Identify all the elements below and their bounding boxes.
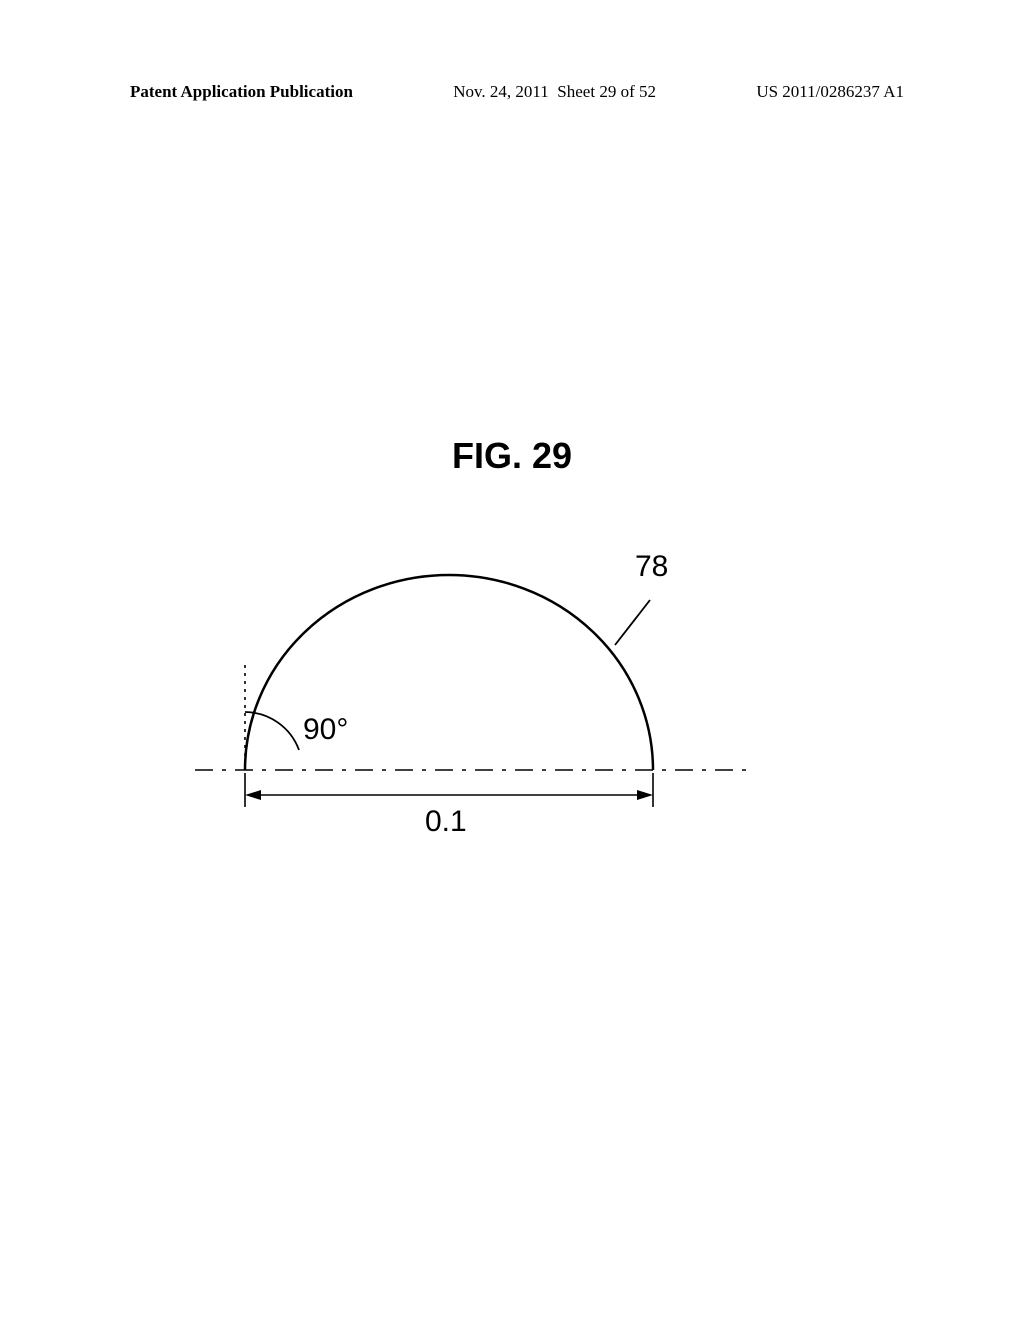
dim-arrow-right	[637, 790, 653, 800]
header-sheet: Sheet 29 of 52	[557, 82, 656, 101]
header-date: Nov. 24, 2011	[453, 82, 549, 101]
header-publication: Patent Application Publication	[130, 82, 353, 102]
reference-number: 78	[635, 550, 668, 584]
angle-label: 90°	[303, 713, 348, 747]
figure-diagram: 78 90° 0.1	[195, 555, 815, 835]
dimension-label: 0.1	[425, 805, 467, 839]
dim-arrow-left	[245, 790, 261, 800]
page-header: Patent Application Publication Nov. 24, …	[0, 82, 1024, 102]
header-pubnum: US 2011/0286237 A1	[756, 82, 904, 102]
reference-leader	[615, 600, 650, 645]
header-date-sheet: Nov. 24, 2011 Sheet 29 of 52	[453, 82, 656, 102]
figure-title: FIG. 29	[0, 435, 1024, 477]
diagram-svg	[195, 555, 815, 855]
